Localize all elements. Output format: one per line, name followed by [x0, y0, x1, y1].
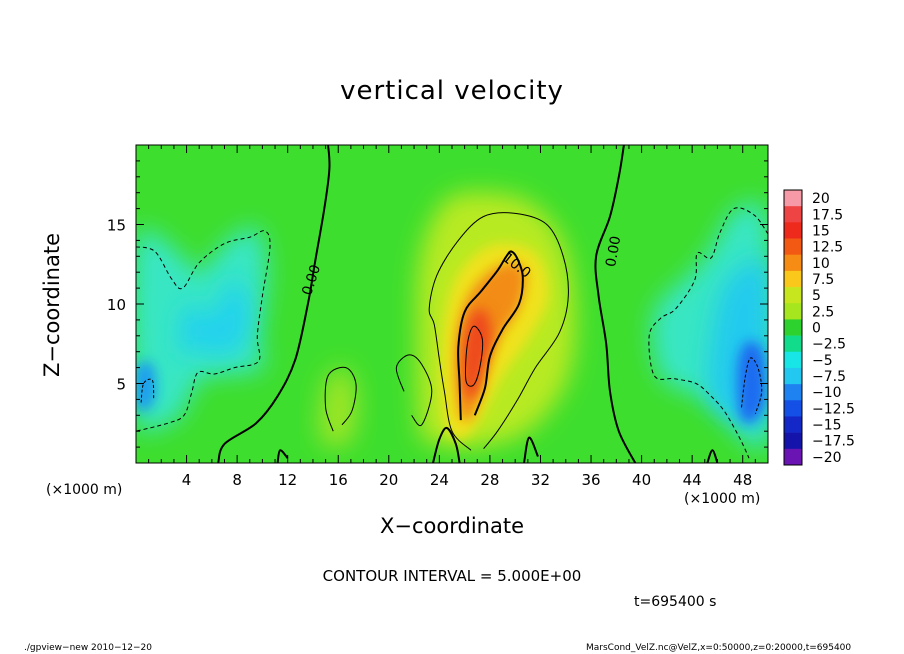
- colorbar-swatch-8: [784, 319, 802, 336]
- x-tick-label-24: 24: [430, 471, 449, 489]
- minus10-contour-left: [140, 378, 155, 403]
- zero-contour-small-3: [706, 449, 719, 463]
- colorbar-label-1: 17.5: [812, 207, 843, 223]
- colorbar-label-15: −17.5: [812, 434, 855, 450]
- plus5-contour: [428, 212, 569, 451]
- x-tick-label-40: 40: [632, 471, 651, 489]
- y-tick-label-15: 15: [107, 217, 126, 235]
- footer-right: MarsCond_VelZ.nc@VelZ,x=0:50000,z=0:2000…: [586, 643, 852, 653]
- plus5-contour-lower: [324, 366, 357, 432]
- time-label: t=695400 s: [634, 594, 717, 610]
- plus15-contour: [464, 325, 484, 387]
- lower-left-halo: [319, 367, 358, 448]
- x-tick-label-4: 4: [182, 471, 192, 489]
- colorbar-label-11: −7.5: [812, 369, 846, 385]
- contour-lines: [136, 145, 768, 463]
- colorbar-swatch-11: [784, 367, 802, 385]
- y-tick-label-10: 10: [107, 296, 126, 314]
- colorbar-label-12: −10: [812, 385, 842, 401]
- colorbar-swatch-5: [784, 270, 802, 288]
- colorbar-label-7: 2.5: [812, 304, 834, 320]
- colorbar-swatch-13: [784, 400, 802, 417]
- x-units-right: (×1000 m): [684, 491, 761, 507]
- contour-interval-text: CONTOUR INTERVAL = 5.000E+00: [322, 567, 582, 585]
- minus5-contour-left: [136, 230, 271, 432]
- colorbar-label-9: −2.5: [812, 337, 846, 353]
- minus10-contour-right: [741, 357, 763, 414]
- plus5-contour-mid: [395, 354, 433, 427]
- minus5-contour-right: [648, 207, 768, 459]
- colorbar-frame: [783, 189, 803, 466]
- zero-contour-left: [217, 145, 331, 463]
- contour-label-3: 0.00: [603, 235, 624, 268]
- colorbar-label-6: 5: [812, 288, 821, 304]
- x-tick-label-20: 20: [379, 471, 398, 489]
- colorbar-swatch-6: [784, 287, 802, 304]
- x-tick-label-28: 28: [480, 471, 499, 489]
- x-axis-label: X−coordinate: [380, 514, 524, 538]
- y-tick-label-5: 5: [116, 376, 126, 394]
- colorbar-label-4: 10: [812, 256, 830, 272]
- velocity-field: [136, 145, 768, 463]
- colorbar-label-3: 12.5: [812, 240, 843, 256]
- footer-left: ./gpview−new 2010−12−20: [24, 643, 152, 653]
- x-tick-label-16: 16: [329, 471, 348, 489]
- x-tick-label-36: 36: [581, 471, 600, 489]
- colorbar-label-2: 15: [812, 223, 830, 239]
- left-edge-blue: [136, 361, 157, 412]
- colorbar-swatch-7: [784, 303, 802, 320]
- colorbar-swatch-14: [784, 416, 802, 433]
- colorbar-label-13: −12.5: [812, 401, 855, 417]
- x-tick-label-32: 32: [531, 471, 550, 489]
- x-units-left: (×1000 m): [46, 482, 123, 498]
- colorbar-label-8: 0: [812, 321, 821, 337]
- zero-contour-right: [594, 145, 637, 463]
- colorbar-swatch-3: [784, 238, 802, 256]
- colorbar-swatch-10: [784, 351, 802, 369]
- colorbar-label-5: 7.5: [812, 272, 834, 288]
- x-tick-label-48: 48: [733, 471, 752, 489]
- colorbar-label-14: −15: [812, 418, 842, 434]
- zero-contour-small-2: [523, 436, 539, 463]
- colorbar: 2017.51512.5107.552.50−2.5−5−7.5−10−12.5…: [783, 189, 855, 466]
- colorbar-swatch-9: [784, 335, 802, 353]
- zero-contour-small-1: [276, 449, 289, 463]
- x-tick-label-44: 44: [683, 471, 702, 489]
- left-downdraft-inner: [179, 279, 251, 355]
- colorbar-label-0: 20: [812, 191, 830, 207]
- chart-title: vertical velocity: [340, 76, 564, 106]
- colorbar-swatch-16: [784, 448, 802, 466]
- y-axis-label: Z−coordinate: [40, 233, 64, 377]
- colorbar-label-16: −20: [812, 450, 842, 466]
- x-tick-label-12: 12: [278, 471, 297, 489]
- right-edge-blue: [737, 341, 767, 424]
- x-tick-label-8: 8: [232, 471, 242, 489]
- plus10-contour: [457, 250, 524, 421]
- colorbar-swatch-0: [784, 190, 802, 207]
- colorbar-label-10: −5: [812, 353, 833, 369]
- colorbar-swatch-2: [784, 222, 802, 239]
- colorbar-swatch-4: [784, 254, 802, 272]
- colorbar-swatch-12: [784, 384, 802, 401]
- zero-contour-updraft-base: [432, 426, 461, 463]
- colorbar-swatch-1: [784, 206, 802, 223]
- colorbar-swatch-15: [784, 432, 802, 450]
